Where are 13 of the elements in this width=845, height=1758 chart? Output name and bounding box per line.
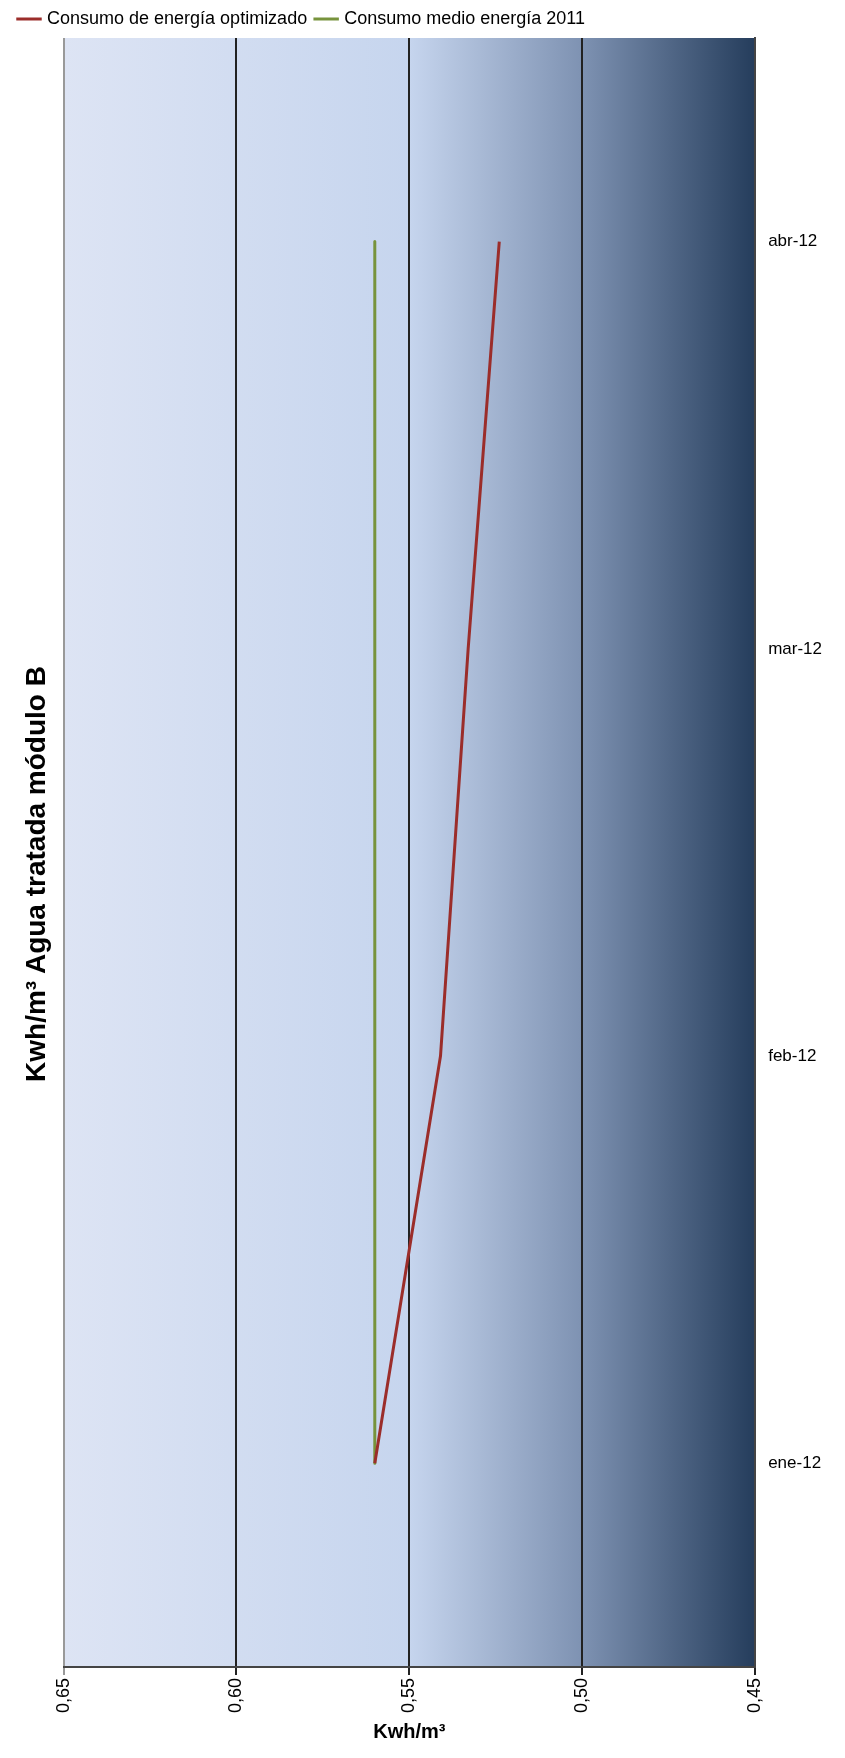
x-tick-label: 0,45 xyxy=(744,1677,765,1714)
legend-label: Consumo medio energía 2011 xyxy=(344,7,585,28)
x-tick-label: 0,50 xyxy=(571,1677,592,1714)
text: Kwh/m³ Agua tratada módulo B xyxy=(19,666,51,1082)
x-tick-label: 0,60 xyxy=(225,1677,246,1714)
y-tick-label: mar-12 xyxy=(768,638,823,658)
y-tick-label: ene-12 xyxy=(768,1453,822,1473)
y-tick-label: feb-12 xyxy=(768,1045,817,1065)
x-tick-label: 0,65 xyxy=(52,1677,73,1714)
y-tick-label: abr-12 xyxy=(768,231,818,251)
legend-label: Consumo de energía optimizado xyxy=(47,7,308,28)
x-tick-label: 0,55 xyxy=(398,1677,419,1714)
x-axis-title: Kwh/m³ xyxy=(373,1719,446,1742)
